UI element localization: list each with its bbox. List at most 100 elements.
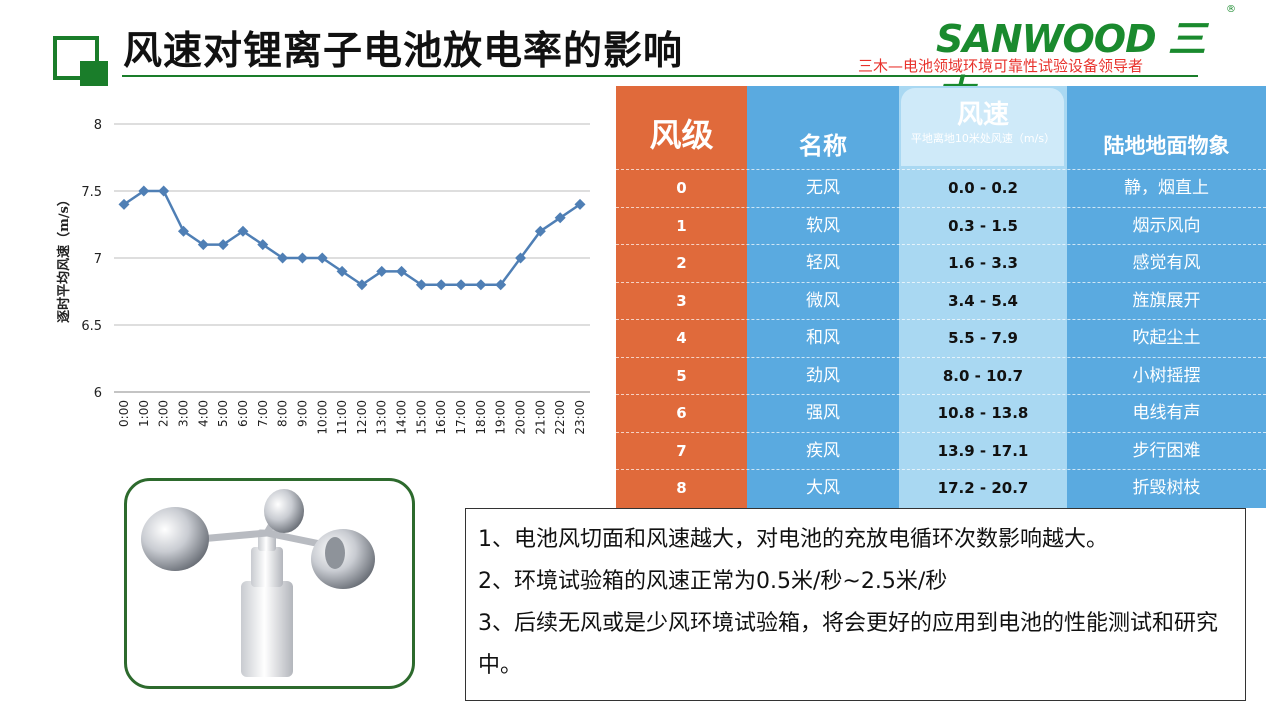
- wind-scale-table: 风级 名称 风速 平地离地10米处风速（m/s） 陆地地面物象 0 无风 0.0 -…: [616, 86, 1266, 508]
- x-tick-label: 21:00: [533, 400, 547, 435]
- data-point: [554, 212, 566, 224]
- cell-name: 强风: [806, 403, 840, 423]
- x-tick-label: 10:00: [315, 400, 329, 435]
- cell-scene: 烟示风向: [1132, 215, 1201, 236]
- cell-name: 轻风: [806, 253, 840, 273]
- table-row: 3 微风 3.4 - 5.4 旌旗展开: [616, 281, 1266, 320]
- cell-speed: 17.2 - 20.7: [937, 479, 1029, 497]
- data-point: [415, 279, 427, 291]
- header-speed: 风速: [956, 100, 1009, 130]
- header-level: 风级: [649, 116, 714, 154]
- x-tick-label: 23:00: [573, 400, 587, 435]
- series-line: [123, 189, 581, 287]
- cell-speed: 0.3 - 1.5: [948, 216, 1018, 235]
- cell-name: 微风: [806, 290, 840, 311]
- page-title: 风速对锂离子电池放电率的影响: [123, 29, 684, 74]
- x-tick-label: 0:00: [117, 400, 131, 427]
- data-point: [515, 252, 527, 264]
- data-point: [197, 239, 209, 251]
- x-tick-label: 16:00: [434, 400, 448, 435]
- conclusion-notes: 1、电池风切面和风速越大，对电池的充放电循环次数影响越大。 2、环境试验箱的风速…: [465, 508, 1246, 701]
- table-row: 4 和风 5.5 - 7.9 吹起尘土: [616, 319, 1266, 357]
- cell-scene: 小树摇摆: [1132, 365, 1201, 386]
- speed-header-tab: [901, 88, 1064, 166]
- data-point: [455, 279, 467, 291]
- table-row: 7 疾风 13.9 - 17.1 步行困难: [616, 431, 1266, 470]
- y-tick-label: 6: [94, 386, 102, 401]
- table-row: 0 无风 0.0 - 0.2 静，烟直上: [616, 169, 1266, 207]
- data-point: [118, 198, 130, 210]
- table-row: 5 劲风 8.0 - 10.7 小树摇摆: [616, 356, 1266, 395]
- x-tick-label: 22:00: [553, 400, 567, 435]
- x-tick-label: 4:00: [196, 400, 210, 427]
- x-tick-label: 11:00: [335, 400, 349, 435]
- data-point: [217, 239, 229, 251]
- column-level-bg: [616, 86, 747, 508]
- y-tick-label: 7.5: [81, 185, 102, 200]
- cell-scene: 感觉有风: [1132, 253, 1201, 273]
- cell-scene: 步行困难: [1132, 440, 1201, 461]
- cell-speed: 0.0 - 0.2: [948, 179, 1018, 197]
- cell-speed: 13.9 - 17.1: [937, 441, 1029, 460]
- table-row: 1 软风 0.3 - 1.5 烟示风向: [616, 206, 1266, 245]
- cell-scene: 旌旗展开: [1132, 290, 1201, 311]
- x-tick-label: 9:00: [295, 400, 309, 427]
- data-point: [475, 279, 487, 291]
- title-decoration-solid: [80, 61, 108, 89]
- x-tick-label: 7:00: [256, 400, 270, 427]
- cell-speed: 8.0 - 10.7: [942, 366, 1024, 385]
- data-point: [277, 252, 289, 264]
- x-tick-label: 13:00: [375, 400, 389, 435]
- x-tick-label: 20:00: [514, 400, 528, 435]
- cell-scene: 折毁树枝: [1132, 478, 1201, 498]
- data-point: [296, 252, 308, 264]
- y-axis-title: 逐时平均风速（m/s）: [56, 193, 72, 323]
- data-point: [316, 252, 328, 264]
- header-scene: 陆地地面物象: [1103, 134, 1230, 158]
- column-scene-bg: [1067, 86, 1266, 508]
- data-point: [396, 265, 408, 277]
- cell-speed: 1.6 - 3.3: [948, 254, 1018, 272]
- cell-name: 和风: [806, 328, 840, 348]
- data-point: [138, 185, 150, 197]
- cell-level: 7: [676, 441, 687, 460]
- data-point: [356, 279, 368, 291]
- cell-level: 8: [676, 479, 687, 497]
- x-tick-label: 5:00: [216, 400, 230, 427]
- data-point: [237, 225, 249, 237]
- table-row: 8 大风 17.2 - 20.7 折毁树枝: [616, 469, 1266, 507]
- hourly-wind-speed-chart: 6 6.5 7 7.5 8 0:00 1:00 2:00 3:00 4:00 5:00 6:00 7:0…: [36, 86, 610, 448]
- cell-name: 大风: [806, 478, 840, 498]
- title-decoration-outline: [53, 36, 99, 80]
- x-tick-label: 19:00: [494, 400, 508, 435]
- x-tick-label: 1:00: [137, 400, 151, 427]
- x-tick-label: 18:00: [474, 400, 488, 435]
- column-name-bg: [747, 86, 899, 508]
- cell-level: 2: [676, 254, 687, 272]
- y-tick-label: 6.5: [81, 319, 102, 334]
- data-point: [257, 239, 269, 251]
- x-tick-label: 12:00: [355, 400, 369, 435]
- cell-speed: 3.4 - 5.4: [948, 291, 1018, 310]
- cell-level: 1: [676, 216, 687, 235]
- data-point: [177, 225, 189, 237]
- cell-level: 6: [676, 404, 687, 422]
- cell-level: 5: [676, 366, 687, 385]
- logo-registered-mark: ®: [1226, 4, 1236, 15]
- cell-speed: 10.8 - 13.8: [937, 404, 1029, 422]
- data-point: [158, 185, 170, 197]
- cell-name: 软风: [806, 215, 840, 236]
- y-tick-label: 8: [94, 118, 102, 133]
- cell-name: 无风: [806, 178, 840, 198]
- data-point: [435, 279, 447, 291]
- title-underline: [122, 75, 1198, 77]
- cell-scene: 吹起尘土: [1132, 328, 1201, 348]
- y-tick-label: 7: [94, 252, 102, 267]
- cell-scene: 静，烟直上: [1124, 178, 1209, 198]
- data-point: [534, 225, 546, 237]
- data-point: [574, 198, 586, 210]
- cell-speed: 5.5 - 7.9: [948, 329, 1018, 347]
- table-row: 2 轻风 1.6 - 3.3 感觉有风: [616, 244, 1266, 282]
- data-point: [495, 279, 507, 291]
- data-point: [376, 265, 388, 277]
